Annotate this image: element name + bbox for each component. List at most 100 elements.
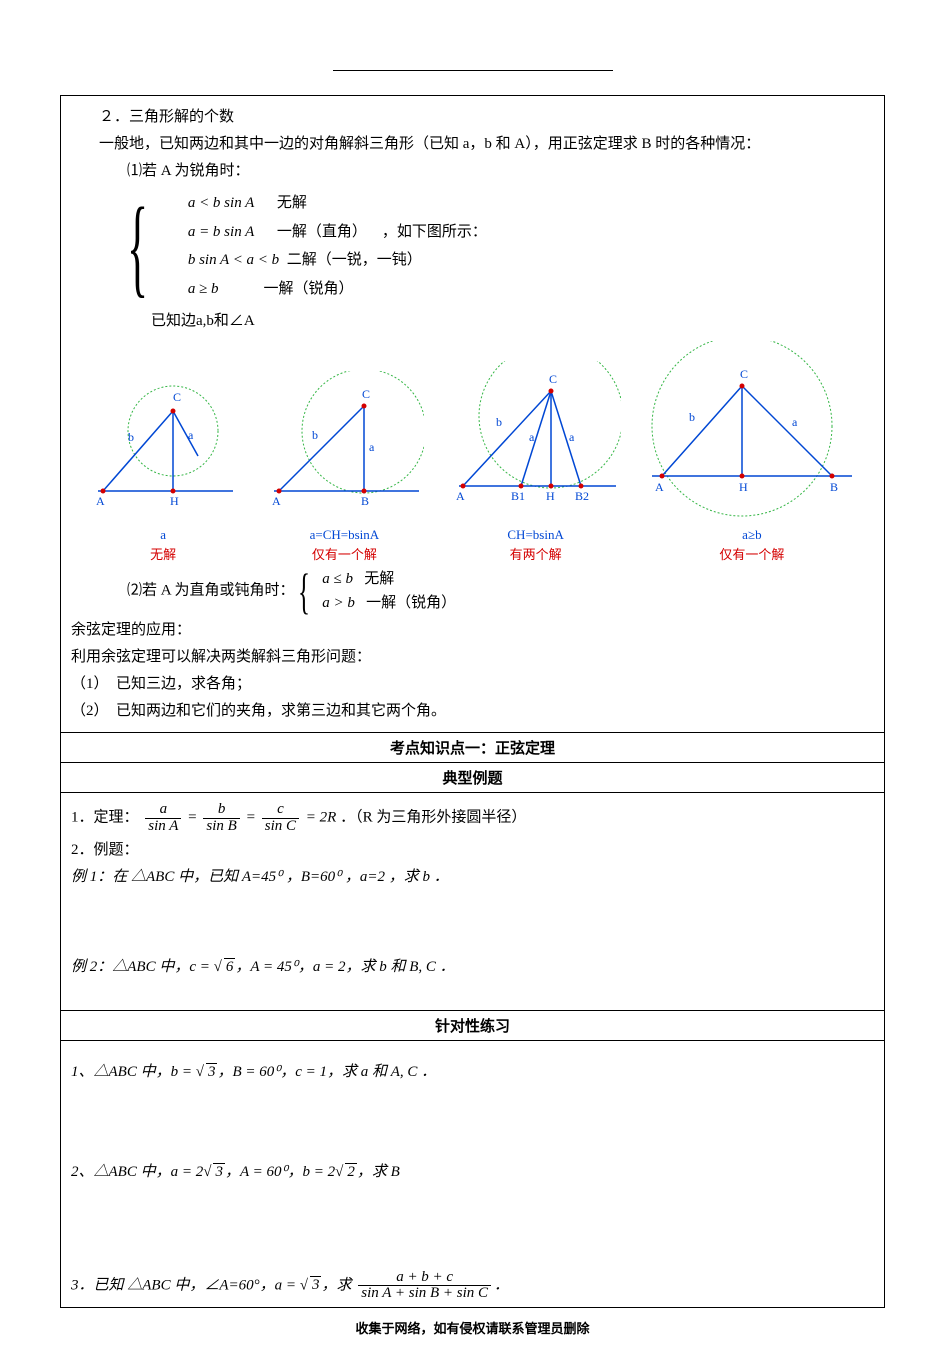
content-box: ２．三角形解的个数 一般地，已知两边和其中一边的对角解斜三角形（已知 a，b 和… — [60, 95, 885, 1308]
section-theorem-examples: 1．定理： a sin A = b sin B = c sin C = 2R ．… — [61, 793, 884, 1010]
b1r4r: 一解（锐角） — [264, 281, 354, 297]
svg-text:a: a — [369, 440, 375, 454]
q3-frac: a + b + c sin A + sin B + sin C — [358, 1270, 491, 1303]
b2r1r: 无解 — [364, 571, 394, 587]
sqrt-sign: √ — [214, 959, 222, 975]
q1-sqrt-v: 3 — [206, 1063, 218, 1080]
sqrt-sign: √ — [203, 1164, 211, 1180]
b1r3l: b sin A < a < b — [188, 252, 279, 268]
frac-b: b sin B — [203, 802, 239, 835]
diagram-4: A C H B b a a≥b 仅有一个解 — [647, 341, 857, 563]
d2-red: 仅有一个解 — [264, 544, 424, 563]
frac-b-num: b — [203, 802, 239, 818]
frac-a: a sin A — [145, 802, 181, 835]
q1-sqrt: 3 — [204, 1060, 218, 1084]
page: ２．三角形解的个数 一般地，已知两边和其中一边的对角解斜三角形（已知 a，b 和… — [0, 0, 945, 1367]
theorem-tail: ．（R 为三角形外接圆半径） — [340, 810, 526, 826]
frac-b-den: sin B — [203, 818, 239, 835]
ex2: 例 2：△ABC 中，c = √6，A = 45⁰，a = 2，求 b 和 B,… — [71, 955, 874, 979]
sqrt-sign: √ — [196, 1064, 204, 1080]
sqrt-sign: √ — [300, 1277, 308, 1293]
cosine-intro: 利用余弦定理可以解决两类解斜三角形问题： — [71, 645, 874, 669]
case2-prefix: ⑵若 A 为直角或钝角时： — [127, 582, 295, 598]
ex2-suffix: ，A = 45⁰，a = 2，求 b 和 B, C ． — [235, 959, 454, 975]
d4-blue: a≥b — [647, 527, 857, 543]
b1r3r: 二解（一锐，一钝） — [287, 252, 422, 268]
d4-red: 仅有一个解 — [647, 544, 857, 563]
svg-text:a: a — [792, 415, 798, 429]
theorem-label: 1．定理： — [71, 810, 139, 826]
svg-text:b: b — [496, 415, 502, 429]
q2: 2、△ABC 中，a = 2√3，A = 60⁰，b = 2√2，求 B — [71, 1160, 874, 1184]
d1-red: 无解 — [88, 544, 238, 563]
q2-sqrt2: 2 — [343, 1160, 357, 1184]
cosine-title: 余弦定理的应用： — [71, 618, 874, 642]
kp1-header: 考点知识点一：正弦定理 — [61, 733, 884, 762]
svg-text:A: A — [272, 494, 281, 508]
svg-text:A: A — [456, 489, 465, 503]
svg-text:C: C — [173, 390, 181, 404]
intro-line: 一般地，已知两边和其中一边的对角解斜三角形（已知 a，b 和 A），用正弦定理求… — [99, 132, 874, 156]
diagram-3-svg: A C B1 H B2 b a a — [451, 361, 621, 521]
q3-sqrt: 3 — [308, 1273, 322, 1297]
svg-text:A: A — [96, 494, 105, 508]
diagram-2-svg: A C B b a — [264, 371, 424, 521]
svg-text:B1: B1 — [511, 489, 525, 503]
q1: 1、△ABC 中，b = √3，B = 60⁰，c = 1，求 a 和 A, C… — [71, 1060, 874, 1084]
section-solutions-count: ２．三角形解的个数 一般地，已知两边和其中一边的对角解斜三角形（已知 a，b 和… — [61, 96, 884, 732]
svg-text:b: b — [128, 430, 134, 444]
ex2-sqrt-v: 6 — [224, 958, 236, 975]
case1-label: ⑴若 A 为锐角时： — [127, 159, 874, 183]
b1r1r: 无解 — [277, 195, 307, 211]
q2-prefix: 2、△ABC 中，a = 2 — [71, 1164, 203, 1180]
b1r1l: a < b sin A — [188, 195, 255, 211]
svg-text:C: C — [740, 367, 748, 381]
b1r2r: 一解（直角） — [277, 224, 367, 240]
q3-sqrt-v: 3 — [310, 1276, 322, 1293]
svg-text:a: a — [569, 430, 575, 444]
section-practice: 1、△ABC 中，b = √3，B = 60⁰，c = 1，求 a 和 A, C… — [61, 1041, 884, 1308]
q3-frac-den: sin A + sin B + sin C — [358, 1285, 491, 1302]
svg-text:B: B — [830, 480, 838, 494]
frac-c-num: c — [262, 802, 299, 818]
diagram-1: A C H b a a 无解 — [88, 381, 238, 563]
svg-text:A: A — [655, 480, 664, 494]
workspace — [71, 982, 874, 1004]
q3-frac-num: a + b + c — [358, 1270, 491, 1286]
q2-mid: ，A = 60⁰，b = 2 — [225, 1164, 335, 1180]
brace-obtuse: { a ≤ b 无解 a > b 一解（锐角） — [298, 567, 456, 615]
diagram-3: A C B1 H B2 b a a CH=bsinA 有两个解 — [451, 361, 621, 563]
ex1-text: 例 1：在 △ABC 中，已知 A=45⁰ ，B=60⁰ ，a=2 ，求 b ． — [71, 869, 449, 885]
b1r4l: a ≥ b — [188, 281, 219, 297]
q3-suffix: ． — [494, 1277, 509, 1293]
brace-rows: a < b sin A 无解 a = b sin A 一解（直角） ，如下图所示… — [188, 189, 487, 303]
q1-suffix: ，B = 60⁰，c = 1，求 a 和 A, C ． — [217, 1064, 436, 1080]
b1r2l: a = b sin A — [188, 224, 255, 240]
svg-text:H: H — [739, 480, 748, 494]
diagram-1-svg: A C H b a — [88, 381, 238, 521]
b2r1l: a ≤ b — [322, 571, 353, 587]
case2-line: ⑵若 A 为直角或钝角时： { a ≤ b 无解 a > b 一解（锐角） — [127, 567, 874, 615]
svg-text:C: C — [549, 372, 557, 386]
left-brace-icon: { — [127, 202, 148, 290]
svg-text:a: a — [529, 430, 535, 444]
eq2R: = 2R — [306, 810, 337, 826]
q2-sqrt1-v: 3 — [213, 1163, 225, 1180]
frac-a-den: sin A — [145, 818, 181, 835]
svg-text:H: H — [170, 494, 179, 508]
brace-acute: { a < b sin A 无解 a = b sin A 一解（直角） ，如下图… — [127, 189, 874, 303]
ex1: 例 1：在 △ABC 中，已知 A=45⁰ ，B=60⁰ ，a=2 ，求 b ． — [71, 865, 874, 889]
diagram-title: 已知边a,b和∠A — [151, 309, 874, 333]
d3-red: 有两个解 — [451, 544, 621, 563]
cosine-item2: （2） 已知两边和它们的夹角，求第三边和其它两个角。 — [71, 699, 874, 723]
brace2-rows: a ≤ b 无解 a > b 一解（锐角） — [322, 567, 456, 615]
svg-text:H: H — [546, 489, 555, 503]
svg-text:B2: B2 — [575, 489, 589, 503]
svg-text:b: b — [689, 410, 695, 424]
title-line: ２．三角形解的个数 — [99, 105, 874, 129]
frac-a-num: a — [145, 802, 181, 818]
svg-text:C: C — [362, 387, 370, 401]
q2-sqrt1: 3 — [211, 1160, 225, 1184]
left-brace-small-icon: { — [298, 571, 310, 611]
ex2-sqrt: 6 — [222, 955, 236, 979]
